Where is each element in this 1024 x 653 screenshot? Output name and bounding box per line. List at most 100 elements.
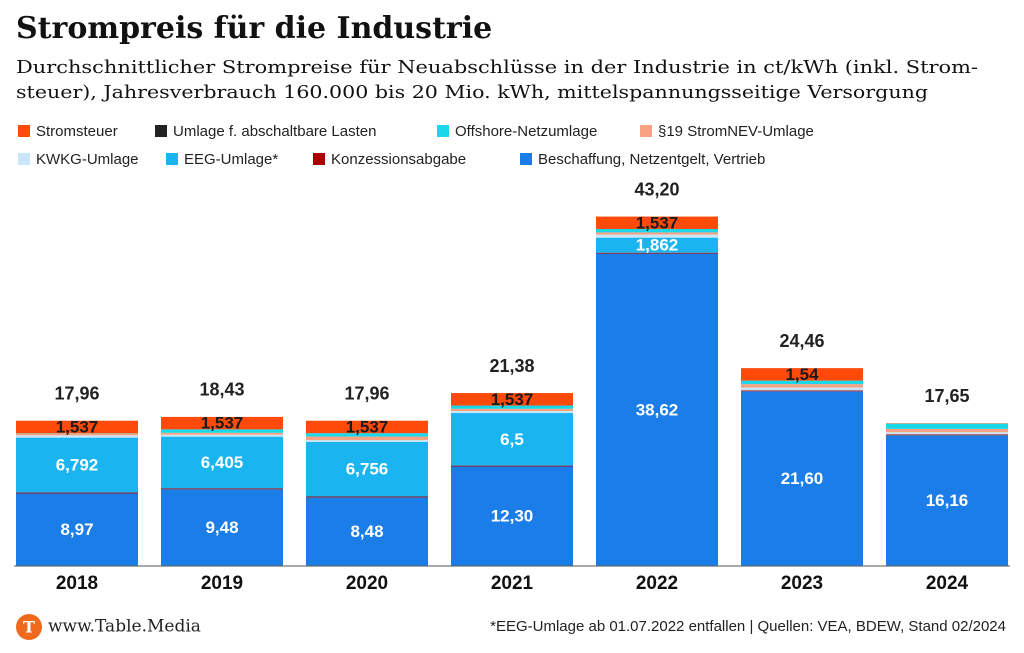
value-label: 38,62 (636, 400, 679, 419)
value-label: 6,756 (346, 460, 389, 479)
bar-segment (596, 216, 718, 229)
bar-segment (16, 433, 138, 436)
bar-segment (741, 368, 863, 381)
bar-segment (596, 234, 718, 238)
subtitle: Durchschnittlicher Strompreise für Neuab… (16, 57, 978, 78)
value-label: 1,537 (636, 213, 679, 232)
value-label: 1,537 (56, 417, 99, 436)
bar-segment (886, 428, 1008, 433)
value-label: 6,405 (201, 453, 244, 472)
logo-letter: T (23, 618, 35, 637)
bar-segment (886, 432, 1008, 435)
bar-segment (16, 437, 138, 493)
bar-segment (886, 423, 1008, 429)
total-label: 17,96 (344, 383, 389, 403)
x-tick-label: 2019 (201, 573, 243, 594)
legend-label: Offshore-Netzumlage (455, 123, 597, 140)
bar-segment (451, 466, 573, 566)
logo (16, 614, 42, 640)
x-tick-label: 2022 (636, 573, 678, 594)
legend-swatch (313, 153, 325, 165)
bar-segment (306, 420, 428, 434)
total-label: 17,96 (54, 383, 99, 403)
bar-segment (306, 497, 428, 566)
legend-swatch (640, 125, 652, 137)
value-label: 21,60 (781, 469, 824, 488)
legend-label: KWKG-Umlage (36, 151, 139, 168)
value-label: 1,537 (491, 390, 534, 409)
x-tick-label: 2020 (346, 573, 388, 594)
bar-segment (596, 252, 718, 254)
value-label: 6,5 (500, 430, 524, 449)
legend-swatch (18, 125, 30, 137)
legend-label: Beschaffung, Netzentgelt, Vertrieb (538, 151, 765, 168)
value-label: 1,537 (346, 417, 389, 436)
total-label: 17,65 (924, 386, 969, 406)
legend-label: Konzessionsabgabe (331, 151, 466, 168)
bar-segment (161, 416, 283, 430)
total-label: 21,38 (489, 356, 534, 376)
bar-segment (161, 432, 283, 435)
bar-segment (306, 496, 428, 498)
bar-segment (16, 435, 138, 438)
legend-swatch (520, 153, 532, 165)
bar-segment (451, 393, 573, 406)
bar-segment (596, 229, 718, 233)
value-label: 16,16 (926, 491, 969, 510)
total-label: 18,43 (199, 380, 244, 400)
footnote: *EEG-Umlage ab 01.07.2022 entfallen | Qu… (490, 618, 1006, 635)
bar-segment (306, 440, 428, 442)
bar-segment (161, 489, 283, 566)
bar-segment (741, 391, 863, 566)
bar-segment (596, 253, 718, 566)
x-tick-label: 2023 (781, 573, 823, 594)
bar-segment (451, 405, 573, 409)
x-tick-label: 2021 (491, 573, 534, 594)
bar-segment (306, 436, 428, 441)
legend-label: Umlage f. abschaltbare Lasten (173, 123, 376, 140)
value-label: 1,54 (785, 365, 819, 384)
value-label: 8,48 (350, 522, 383, 541)
value-label: 1,862 (636, 236, 679, 255)
chart-title: Strompreis für die Industrie (16, 11, 492, 46)
bar-segment (16, 492, 138, 494)
bar-segment (741, 387, 863, 391)
legend-label: Stromsteuer (36, 123, 118, 140)
x-tick-label: 2024 (926, 573, 969, 594)
bar-segment (741, 384, 863, 388)
total-label: 43,20 (634, 179, 679, 199)
bar-segment (306, 441, 428, 497)
value-label: 9,48 (205, 518, 238, 537)
bar-segment (16, 420, 138, 434)
legend-swatch (437, 125, 449, 137)
bar-segment (596, 237, 718, 253)
legend-label: §19 StromNEV-Umlage (658, 123, 814, 140)
bar-segment (886, 435, 1008, 566)
source: www.Table.Media (48, 617, 201, 637)
legend-swatch (18, 153, 30, 165)
bar-segment (161, 429, 283, 433)
value-label: 8,97 (60, 520, 93, 539)
bar-segment (161, 488, 283, 490)
bar-segment (451, 408, 573, 411)
legend-swatch (166, 153, 178, 165)
legend-label: EEG-Umlage* (184, 151, 278, 168)
bar-segment (596, 232, 718, 235)
bar-segment (451, 465, 573, 467)
bar-segment (886, 434, 1008, 436)
subtitle: steuer), Jahresverbrauch 160.000 bis 20 … (16, 82, 928, 103)
bar-segment (451, 410, 573, 414)
total-label: 24,46 (779, 331, 824, 351)
bar-segment (741, 380, 863, 385)
bar-segment (306, 433, 428, 437)
value-label: 1,537 (201, 414, 244, 433)
bar-segment (161, 434, 283, 437)
bar-segment (16, 493, 138, 566)
bar-segment (741, 390, 863, 392)
x-tick-label: 2018 (56, 573, 98, 594)
legend-swatch (155, 125, 167, 137)
value-label: 12,30 (491, 507, 534, 526)
bar-segment (161, 436, 283, 489)
bar-segment (451, 413, 573, 466)
